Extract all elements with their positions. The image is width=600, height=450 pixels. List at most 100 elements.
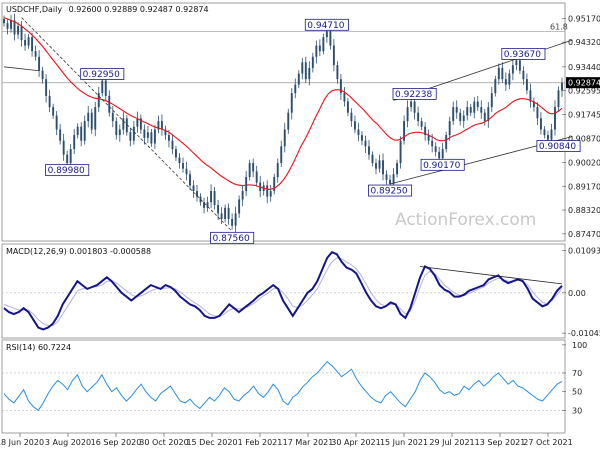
candle-body — [382, 160, 384, 175]
candle-body — [410, 101, 413, 108]
candle-body — [108, 95, 111, 113]
candle-body — [217, 205, 220, 214]
candle-body — [224, 207, 227, 220]
candle-body — [206, 202, 209, 208]
candle-body — [368, 146, 370, 155]
price-annotation-box — [210, 231, 255, 244]
candle-body — [427, 135, 430, 141]
candle-body — [196, 191, 198, 197]
price-annotation-box — [368, 184, 413, 197]
trendline — [21, 17, 233, 232]
candle-body — [132, 126, 135, 141]
candle-body — [452, 107, 455, 122]
macd-trendline — [420, 266, 563, 285]
rsi-y-axis: 100 70 50 30 — [2, 341, 587, 415]
candle-body — [118, 129, 121, 136]
x-tick-label: 29 Jul 2021 — [429, 438, 474, 447]
candle-body — [357, 129, 360, 136]
candle-body — [97, 93, 100, 108]
candle-body — [557, 90, 560, 108]
candle-body — [385, 174, 388, 180]
candle-body — [480, 107, 483, 113]
candle-body — [160, 121, 163, 130]
candle-body — [171, 140, 174, 150]
candle-body — [389, 179, 391, 185]
candle-body — [325, 31, 328, 38]
price-candles — [3, 13, 563, 232]
last-price-box — [566, 77, 600, 89]
candle-body — [3, 18, 5, 24]
candle-body — [255, 171, 258, 183]
candle-body — [273, 177, 276, 192]
candle-body — [561, 82, 563, 91]
candle-body — [139, 118, 142, 130]
candle-body — [424, 126, 427, 136]
candle-body — [143, 129, 146, 138]
x-tick-label: 30 Oct 2020 — [139, 438, 188, 447]
candle-body — [336, 65, 339, 80]
candle-body — [547, 135, 549, 140]
candle-body — [346, 101, 349, 113]
candle-body — [287, 112, 290, 130]
rsi-y-tick-label: 50 — [572, 388, 582, 397]
candle-body — [94, 107, 97, 130]
candle-body — [238, 199, 241, 214]
candle-body — [448, 121, 451, 136]
candle-body — [175, 149, 177, 158]
candle-body — [353, 121, 356, 130]
candle-body — [41, 70, 44, 80]
price-y-axis: 0.95170 0.94320 0.93440 0.92595 0.91745 0.908… — [562, 14, 600, 239]
candle-body — [466, 107, 469, 116]
candle-body — [66, 154, 69, 164]
candle-body — [213, 191, 216, 206]
candle-body — [220, 213, 223, 220]
macd-y-tick-label: 0.010935 — [568, 247, 600, 256]
candle-body — [378, 160, 381, 169]
x-tick-label: 18 Jun 2020 — [0, 438, 44, 447]
candle-body — [375, 163, 377, 169]
candle-body — [343, 93, 346, 102]
price-y-tick-label: 0.94320 — [568, 38, 600, 47]
price-y-tick-label: 0.88320 — [568, 206, 600, 215]
price-y-tick-label: 0.90020 — [568, 159, 600, 168]
candle-body — [550, 129, 553, 140]
candle-body — [245, 177, 248, 192]
macd-y-tick-label: -0.010459 — [568, 329, 600, 338]
candle-body — [129, 132, 132, 141]
candle-body — [406, 107, 409, 122]
candle-body — [178, 157, 181, 164]
candle-body — [483, 112, 486, 122]
candle-body — [501, 67, 504, 80]
candle-body — [87, 112, 90, 122]
macd-panel-frame — [1, 243, 566, 339]
rsi-panel: 100 70 50 30 RSI(14) 60.7224 — [1, 339, 587, 434]
candle-body — [413, 101, 416, 113]
candle-body — [234, 213, 237, 226]
candle-body — [504, 79, 507, 85]
price-horizontal-lines: 61.8 — [2, 22, 568, 84]
watermark: ActionForex.com — [395, 210, 536, 230]
candle-body — [146, 132, 149, 138]
candle-body — [476, 101, 479, 108]
candle-body — [69, 149, 72, 164]
candle-body — [252, 163, 255, 172]
price-annotation-box — [501, 47, 546, 60]
x-tick-label: 3 Aug 2020 — [45, 438, 91, 447]
x-tick-label: 15 Jun 2021 — [380, 438, 428, 447]
candle-body — [269, 191, 272, 197]
candle-body — [332, 45, 335, 66]
candle-body — [62, 140, 65, 155]
candle-body — [13, 20, 16, 35]
x-tick-label: 1 Feb 2021 — [238, 438, 283, 447]
candle-body — [101, 80, 104, 94]
candle-body — [301, 62, 304, 74]
candle-body — [536, 107, 539, 119]
candle-body — [511, 65, 514, 74]
candle-body — [420, 121, 423, 127]
candle-body — [462, 115, 465, 122]
candle-body — [153, 129, 156, 144]
candle-body — [529, 90, 532, 102]
candle-body — [241, 191, 244, 200]
candle-body — [396, 163, 399, 175]
x-tick-label: 16 Sep 2020 — [91, 438, 142, 447]
